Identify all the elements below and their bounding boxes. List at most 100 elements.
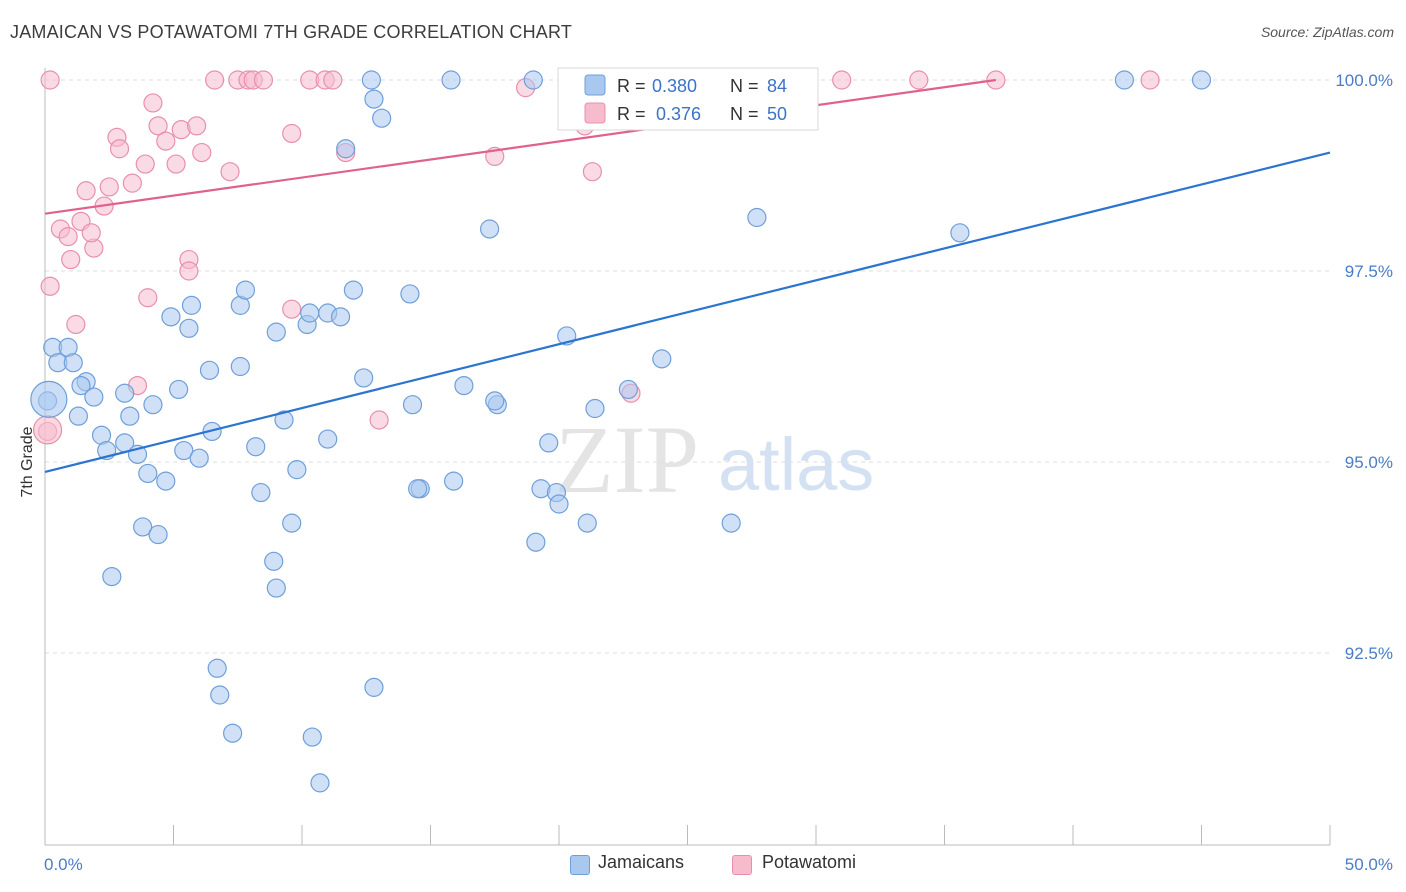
jamaicans-point-57 [400,284,420,304]
y-tick-label-0: 92.5% [1345,644,1393,663]
jamaicans-trend-line [44,151,1331,473]
jamaicans-point-8 [115,383,135,403]
jamaicans-point-65 [210,685,230,705]
x-tick-label-1: 50.0% [1345,855,1393,874]
bottom-legend-potawatomi: Potawatomi [762,852,857,872]
watermark-zip: ZIP [555,406,699,513]
jamaicans-point-12 [120,406,140,426]
watermark: ZIP atlas [555,406,874,513]
jamaicans-point-70 [577,513,597,533]
jamaicans-point-11 [68,406,89,426]
potawatomi-point-26 [282,123,302,144]
trend-lines [44,78,1331,473]
jamaicans-point-55 [179,318,199,338]
potawatomi-point-1 [66,314,86,335]
jamaicans-point-50 [343,280,363,300]
legend-r-label-1: R = [617,76,646,96]
potawatomi-point-48 [1140,70,1160,90]
y-tick-label-3: 100.0% [1335,71,1393,90]
jamaicans-point-54 [161,307,181,327]
legend-n-value-1: 84 [767,76,787,96]
jamaicans-point-10 [169,379,189,400]
jamaicans-point-78 [361,70,381,90]
legend-box: R = 0.380 N = 84 R = 0.376 N = 50 [557,67,819,131]
jamaicans-point-83 [1191,70,1212,90]
jamaicans-point-45 [230,356,250,377]
y-axis-label: 7th Grade [19,426,36,497]
jamaicans-point-80 [523,70,543,90]
jamaicans-point-44 [199,360,220,380]
jamaicans-point-39 [585,398,605,419]
potawatomi-point-7 [81,223,101,243]
jamaicans-point-28 [402,395,423,415]
jamaicans-point-52 [235,280,256,300]
potawatomi-point-34 [582,162,603,182]
jamaicans-point-23 [274,410,294,430]
jamaicans-point-62 [266,578,286,598]
potawatomi-point-40 [253,70,274,90]
jamaicans-points [30,70,1212,793]
jamaicans-point-58 [102,566,122,587]
jamaicans-point-25 [251,482,271,503]
jamaicans-point-24 [287,460,307,480]
jamaicans-point-7 [84,387,104,407]
y-tick-label-2: 97.5% [1345,262,1393,281]
potawatomi-point-14 [135,154,155,174]
jamaicans-point-56 [266,322,286,342]
potawatomi-trend-line [44,78,997,215]
potawatomi-point-31 [369,410,389,430]
potawatomi-point-23 [187,116,207,136]
jamaicans-point-40 [618,379,638,400]
potawatomi-point-large [32,415,63,445]
jamaicans-point-74 [336,139,356,159]
jamaicans-point-19 [138,463,158,484]
jamaicans-point-68 [310,773,330,793]
jamaicans-point-82 [1114,70,1135,90]
bottom-legend-swatch-potawatomi [732,855,752,875]
legend-n-label-1: N = [730,76,759,96]
jamaicans-point-large [30,380,68,418]
potawatomi-point-4 [61,249,81,270]
jamaicans-point-72 [364,89,384,109]
jamaicans-point-5 [71,376,91,396]
legend-swatch-potawatomi [584,102,606,124]
potawatomi-point-43 [323,70,343,90]
potawatomi-point-8 [76,181,96,201]
jamaicans-point-66 [223,723,243,743]
legend-n-label-2: N = [730,104,759,124]
jamaicans-point-9 [143,395,163,415]
jamaicans-point-34 [444,471,464,491]
jamaicans-point-41 [652,349,672,369]
jamaicans-point-63 [282,513,302,533]
jamaicans-point-60 [148,524,168,545]
jamaicans-point-31 [485,391,505,411]
potawatomi-point-10 [99,177,119,197]
jamaicans-point-75 [480,219,500,239]
potawatomi-point-17 [148,116,168,136]
legend-n-value-2: 50 [767,104,787,124]
potawatomi-point-25 [220,162,240,182]
potawatomi-point-46 [909,70,929,90]
legend-r-label-2: R = [617,104,646,124]
potawatomi-point-36 [205,70,225,90]
potawatomi-point-22 [179,261,199,281]
jamaicans-point-64 [207,658,227,678]
potawatomi-point-16 [143,93,163,113]
jamaicans-point-18 [189,448,209,468]
legend-swatch-jamaicans [584,74,606,96]
legend-r-value-1: 0.380 [652,76,697,96]
y-tick-label-1: 95.0% [1345,453,1393,472]
jamaicans-point-79 [441,70,461,90]
jamaicans-point-43 [721,513,741,533]
jamaicans-point-3 [63,353,83,373]
x-tick-label-0: 0.0% [44,855,83,874]
jamaicans-point-33 [408,479,428,499]
jamaicans-point-27 [354,368,374,388]
jamaicans-point-22 [246,437,266,457]
bottom-legend-swatch-jamaicans [570,855,590,875]
bottom-legend: Jamaicans Potawatomi [0,852,1406,876]
potawatomi-point-3 [58,227,78,247]
jamaicans-point-76 [747,207,767,228]
watermark-atlas: atlas [718,423,874,506]
jamaicans-point-17 [174,440,194,461]
